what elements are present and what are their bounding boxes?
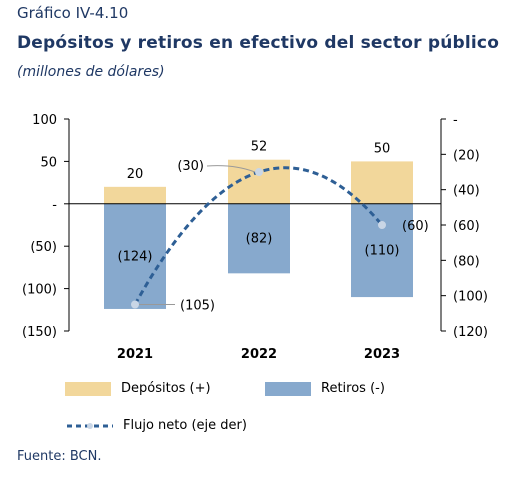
left-tick-label: -	[52, 198, 57, 213]
legend-item-retiros: Retiros (-)	[265, 381, 385, 396]
data-label-flujo-neto: (60)	[402, 219, 429, 234]
bar-depositos-2021	[104, 186, 166, 204]
bar-retiros-2021	[104, 203, 166, 309]
bar-retiros-2022	[228, 203, 290, 274]
right-tick-label: (100)	[453, 290, 488, 305]
left-tick-label: (150)	[22, 325, 57, 340]
right-tick-label: (40)	[453, 184, 480, 199]
legend-swatch-flujo-neto	[67, 422, 113, 429]
point-flujo-neto	[131, 300, 139, 309]
chart-plot-area: 100 50 - (50) (100) (150) - (20) (40) (60) (80) (10…	[22, 113, 488, 362]
data-label-depositos: 52	[251, 140, 268, 155]
data-label-depositos: 50	[374, 141, 391, 156]
right-tick-label: (80)	[453, 254, 480, 269]
right-tick-label: -	[453, 113, 458, 128]
figure-label: Gráfico IV-4.10	[17, 4, 129, 22]
chart-source: Fuente: BCN.	[17, 449, 102, 464]
chart-subtitle: (millones de dólares)	[17, 64, 165, 80]
legend-swatch-depositos	[65, 381, 111, 396]
right-tick-label: (120)	[453, 325, 488, 340]
chart-title: Depósitos y retiros en efectivo del sect…	[17, 33, 500, 53]
data-label-retiros: (124)	[118, 249, 153, 264]
left-tick-label: 50	[40, 155, 57, 170]
left-tick-label: (50)	[30, 240, 57, 255]
legend-label-retiros: Retiros (-)	[321, 381, 385, 396]
data-label-retiros: (110)	[365, 243, 400, 258]
x-tick-label: 2021	[117, 347, 153, 362]
bar-retiros-2023	[351, 203, 413, 298]
left-tick-label: (100)	[22, 283, 57, 298]
right-tick-label: (60)	[453, 219, 480, 234]
legend-label-depositos: Depósitos (+)	[121, 381, 211, 396]
data-label-retiros: (82)	[246, 232, 273, 247]
legend-item-flujo-neto: Flujo neto (eje der)	[65, 418, 247, 433]
data-label-flujo-neto: (105)	[180, 299, 215, 314]
x-tick-label: 2023	[364, 347, 400, 362]
legend-swatch-retiros	[265, 381, 311, 396]
left-tick-label: 100	[32, 113, 57, 128]
point-flujo-neto	[378, 221, 386, 229]
x-tick-label: 2022	[241, 347, 277, 362]
point-flujo-neto	[255, 168, 263, 176]
bar-depositos-2023	[351, 161, 413, 204]
legend-label-flujo-neto: Flujo neto (eje der)	[123, 418, 247, 433]
leader-line-flujo-2022	[206, 165, 256, 173]
data-label-flujo-neto: (30)	[177, 159, 204, 174]
right-tick-label: (20)	[453, 148, 480, 163]
legend-item-depositos: Depósitos (+)	[65, 381, 211, 396]
data-label-depositos: 20	[127, 167, 144, 182]
chart-legend: Depósitos (+) Retiros (-) Flujo neto (ej…	[65, 381, 495, 441]
